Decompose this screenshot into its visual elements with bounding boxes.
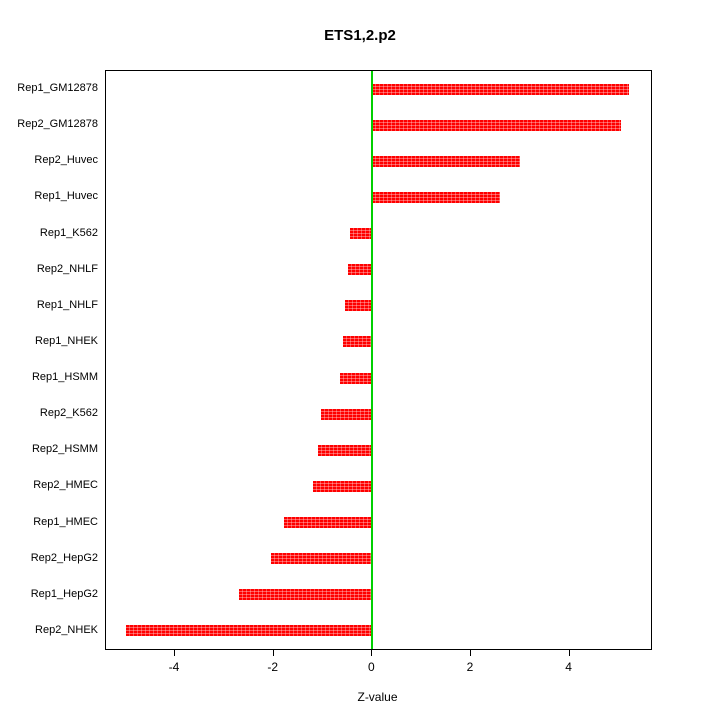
category-label-Rep1_NHEK: Rep1_NHEK bbox=[35, 334, 98, 347]
bar-Rep2_NHEK bbox=[125, 625, 373, 637]
bar-Rep2_GM12878 bbox=[372, 119, 622, 131]
x-tick-mark--2 bbox=[272, 650, 274, 656]
x-tick-label--4: -4 bbox=[168, 660, 180, 674]
x-axis-label: Z-value bbox=[357, 690, 398, 704]
category-label-Rep1_HepG2: Rep1_HepG2 bbox=[30, 587, 98, 600]
x-tick-label-0: 0 bbox=[367, 660, 375, 674]
bar-Rep1_HSMM bbox=[340, 372, 373, 384]
plot-area bbox=[105, 70, 652, 650]
bar-Rep1_HMEC bbox=[283, 517, 373, 529]
category-label-Rep2_Huvec: Rep2_Huvec bbox=[34, 154, 98, 167]
category-label-Rep2_NHLF: Rep2_NHLF bbox=[36, 262, 98, 275]
category-label-Rep2_HepG2: Rep2_HepG2 bbox=[30, 551, 98, 564]
bar-Rep2_Huvec bbox=[372, 155, 521, 167]
category-label-Rep1_Huvec: Rep1_Huvec bbox=[34, 190, 98, 203]
x-tick-mark-0 bbox=[371, 650, 373, 656]
category-label-Rep2_NHEK: Rep2_NHEK bbox=[35, 623, 98, 636]
bar-Rep1_GM12878 bbox=[372, 83, 629, 95]
bar-Rep1_NHEK bbox=[342, 336, 373, 348]
chart-title: ETS1,2.p2 bbox=[324, 27, 396, 44]
category-label-Rep1_HSMM: Rep1_HSMM bbox=[31, 371, 98, 384]
category-label-Rep2_HSMM: Rep2_HSMM bbox=[31, 443, 98, 456]
category-label-Rep2_GM12878: Rep2_GM12878 bbox=[17, 118, 98, 131]
x-tick-label-2: 2 bbox=[466, 660, 474, 674]
x-tick-mark--4 bbox=[174, 650, 175, 656]
category-label-Rep1_K562: Rep1_K562 bbox=[39, 226, 98, 239]
x-tick-label--2: -2 bbox=[267, 660, 279, 674]
bars-layer bbox=[106, 71, 651, 649]
bar-Rep2_HMEC bbox=[313, 480, 373, 492]
category-label-Rep2_K562: Rep2_K562 bbox=[39, 407, 98, 420]
bar-Rep2_NHLF bbox=[347, 264, 373, 276]
x-tick-mark-2 bbox=[470, 650, 471, 656]
bar-Rep1_HepG2 bbox=[239, 589, 373, 601]
zero-line bbox=[371, 71, 374, 649]
category-label-Rep1_NHLF: Rep1_NHLF bbox=[36, 298, 98, 311]
x-tick-label-4: 4 bbox=[565, 660, 572, 674]
category-label-Rep1_HMEC: Rep1_HMEC bbox=[33, 515, 98, 528]
bar-Rep2_HSMM bbox=[318, 444, 373, 456]
category-label-Rep1_GM12878: Rep1_GM12878 bbox=[17, 82, 98, 95]
bar-Rep1_NHLF bbox=[345, 300, 373, 312]
bar-Rep2_HepG2 bbox=[271, 553, 373, 565]
bar-Rep2_K562 bbox=[320, 408, 373, 420]
bar-Rep1_Huvec bbox=[372, 191, 501, 203]
bar-Rep1_K562 bbox=[350, 228, 373, 240]
category-label-Rep2_HMEC: Rep2_HMEC bbox=[33, 479, 98, 492]
x-tick-mark-4 bbox=[568, 650, 570, 656]
